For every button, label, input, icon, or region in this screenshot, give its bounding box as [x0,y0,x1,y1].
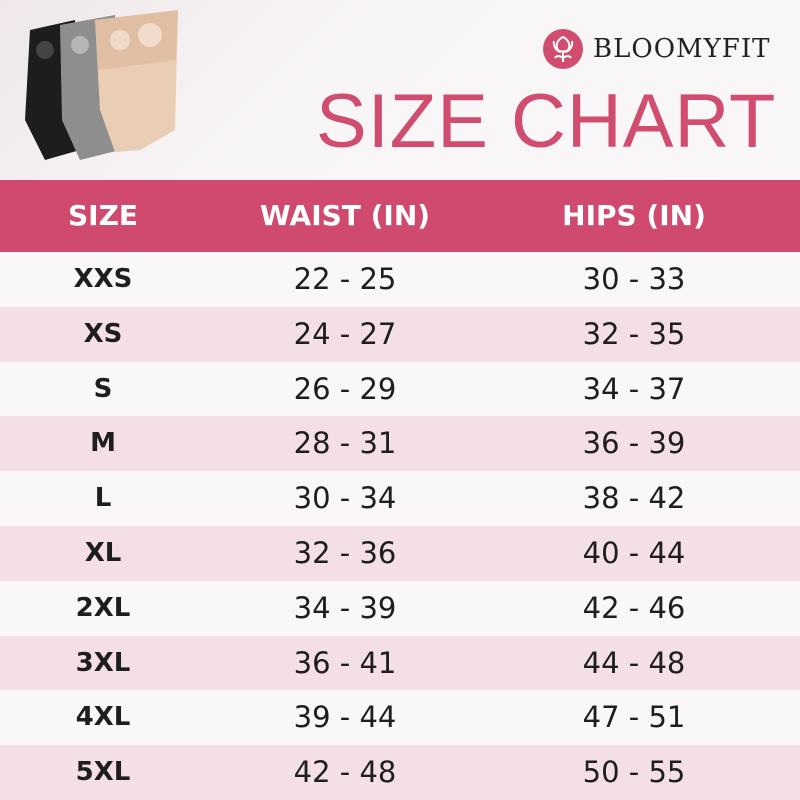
product-image [25,10,178,160]
waist-cell: 36 - 41 [293,645,397,680]
size-cell: L [94,483,112,514]
size-table: XXS 22 - 25 30 - 33 XS 24 - 27 32 - 35 S 26 - 2… [0,252,800,800]
hips-cell: 40 - 44 [582,535,686,570]
hips-cell: 36 - 39 [582,426,686,461]
hips-cell: 50 - 55 [582,755,686,790]
waist-cell: 24 - 27 [293,316,397,351]
hips-cell: 44 - 48 [582,645,686,680]
table-row: 3XL 36 - 41 44 - 48 [0,635,800,691]
waist-cell: 32 - 36 [293,535,397,570]
hips-cell: 34 - 37 [582,371,686,406]
hips-cell: 42 - 46 [582,590,686,625]
waist-cell: 39 - 44 [293,700,397,735]
table-row: XXS 22 - 25 30 - 33 [0,252,800,307]
brand-logo: BLOOMYFIT [543,29,770,69]
waist-cell: 42 - 48 [293,755,397,790]
hips-cell: 38 - 42 [582,481,686,516]
table-row: 2XL 34 - 39 42 - 46 [0,580,800,636]
column-header-hips: HIPS (IN) [562,199,706,232]
waist-cell: 34 - 39 [293,590,397,625]
hips-cell: 32 - 35 [582,316,686,351]
waist-cell: 26 - 29 [293,371,397,406]
table-row: XL 32 - 36 40 - 44 [0,525,800,581]
size-cell: XL [84,537,122,568]
size-cell: 2XL [75,592,131,623]
tulip-icon [543,29,583,69]
table-row: 4XL 39 - 44 47 - 51 [0,690,800,746]
size-cell: S [93,373,113,404]
banner: BLOOMYFIT SIZE CHART [0,0,800,180]
size-cell: M [90,428,116,459]
brand-name: BLOOMYFIT [593,34,771,64]
table-row: L 30 - 34 38 - 42 [0,471,800,526]
waist-cell: 22 - 25 [293,262,397,296]
size-cell: 5XL [75,757,131,788]
hips-cell: 47 - 51 [582,700,686,735]
size-cell: XXS [73,264,133,294]
size-cell: 4XL [75,702,131,733]
table-row: S 26 - 29 34 - 37 [0,361,800,417]
hips-cell: 30 - 33 [582,262,686,296]
table-header: SIZE WAIST (IN) HIPS (IN) [0,180,800,252]
column-header-waist: WAIST (IN) [259,199,431,232]
size-cell: XS [83,318,123,349]
table-row: XS 24 - 27 32 - 35 [0,306,800,362]
column-header-size: SIZE [67,199,139,232]
size-cell: 3XL [75,647,131,678]
waist-cell: 28 - 31 [293,426,397,461]
table-row: M 28 - 31 36 - 39 [0,416,800,472]
table-row: 5XL 42 - 48 50 - 55 [0,745,800,800]
waist-cell: 30 - 34 [293,481,397,516]
page-title: SIZE CHART [316,79,777,164]
